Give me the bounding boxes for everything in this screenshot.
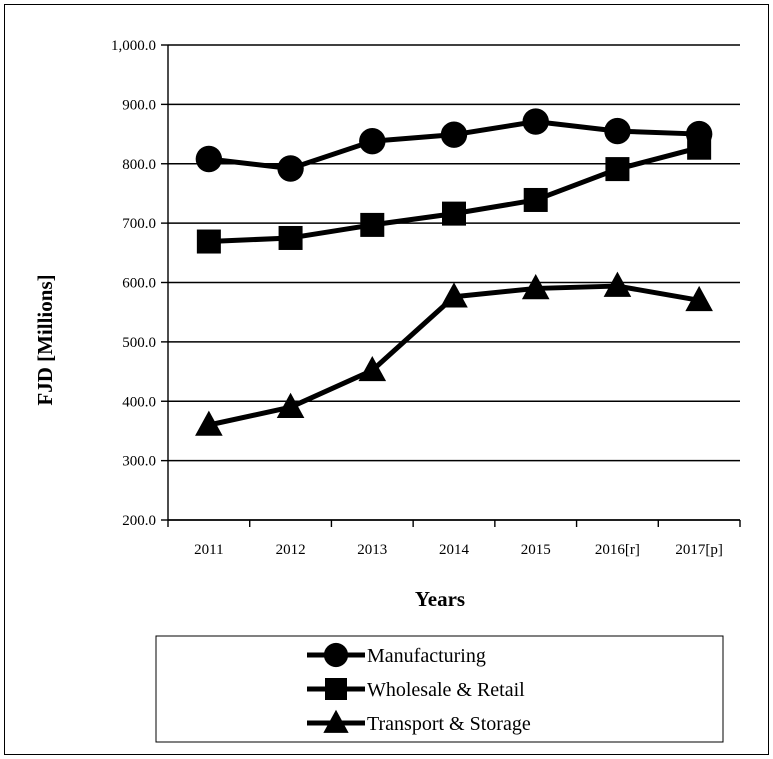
y-axis-title: FJD [Millions] [33, 274, 57, 405]
data-point [440, 121, 468, 148]
legend-label: Wholesale & Retail [367, 679, 525, 701]
data-point [277, 155, 304, 182]
legend-marker [325, 678, 347, 700]
y-tick-label: 700.0 [122, 216, 156, 232]
legend-item: Manufacturing [307, 642, 486, 668]
x-tick-label: 2016[r] [595, 542, 640, 558]
legend-marker [323, 709, 349, 733]
series-square [196, 135, 712, 254]
y-tick-label: 800.0 [122, 157, 156, 173]
data-point [521, 274, 550, 300]
y-tick-label: 400.0 [122, 394, 156, 410]
y-tick-label: 300.0 [122, 454, 156, 470]
y-tick-label: 1,000.0 [111, 38, 156, 54]
y-tick-label: 600.0 [122, 276, 156, 292]
data-point [359, 127, 386, 155]
data-point [195, 145, 223, 173]
x-tick-label: 2014 [439, 542, 470, 558]
legend-item: Transport & Storage [307, 709, 531, 735]
data-point [442, 201, 466, 226]
x-axis-title: Years [415, 587, 465, 611]
data-point [195, 410, 223, 436]
legend-label: Manufacturing [367, 645, 486, 667]
series-triangle [195, 271, 713, 436]
legend-item: Wholesale & Retail [307, 678, 525, 701]
x-tick-label: 2011 [194, 542, 223, 558]
x-axis-ticks: 2011 2012 2013 2014 2015 2016[r] 2017[p] [167, 520, 741, 558]
data-point [360, 212, 385, 237]
chart-frame [4, 4, 769, 755]
data-point [604, 117, 631, 145]
y-tick-label: 500.0 [122, 335, 156, 351]
legend-box [155, 635, 724, 743]
series-group [195, 108, 713, 436]
data-point [358, 355, 387, 382]
data-point [603, 271, 632, 297]
data-point [685, 285, 713, 312]
data-point [278, 225, 303, 250]
y-axis-ticks: 200.0 300.0 400.0 500.0 600.0 700.0 800.0 900.0… [111, 38, 168, 529]
data-point [523, 187, 548, 212]
x-tick-label: 2013 [357, 542, 387, 558]
data-point [687, 135, 712, 160]
data-point [440, 282, 468, 308]
x-tick-label: 2017[p] [675, 542, 723, 558]
data-point [196, 229, 221, 254]
legend-marker [323, 642, 349, 668]
data-point [276, 392, 305, 418]
data-point [605, 157, 630, 182]
legend: Manufacturing Wholesale & Retail Transport… [155, 635, 724, 743]
y-tick-label: 900.0 [122, 97, 156, 113]
x-tick-label: 2012 [276, 542, 306, 558]
x-tick-label: 2015 [521, 542, 551, 558]
series-circle [195, 108, 713, 182]
data-point [522, 108, 549, 135]
legend-label: Transport & Storage [367, 713, 531, 735]
y-tick-label: 200.0 [122, 513, 156, 529]
